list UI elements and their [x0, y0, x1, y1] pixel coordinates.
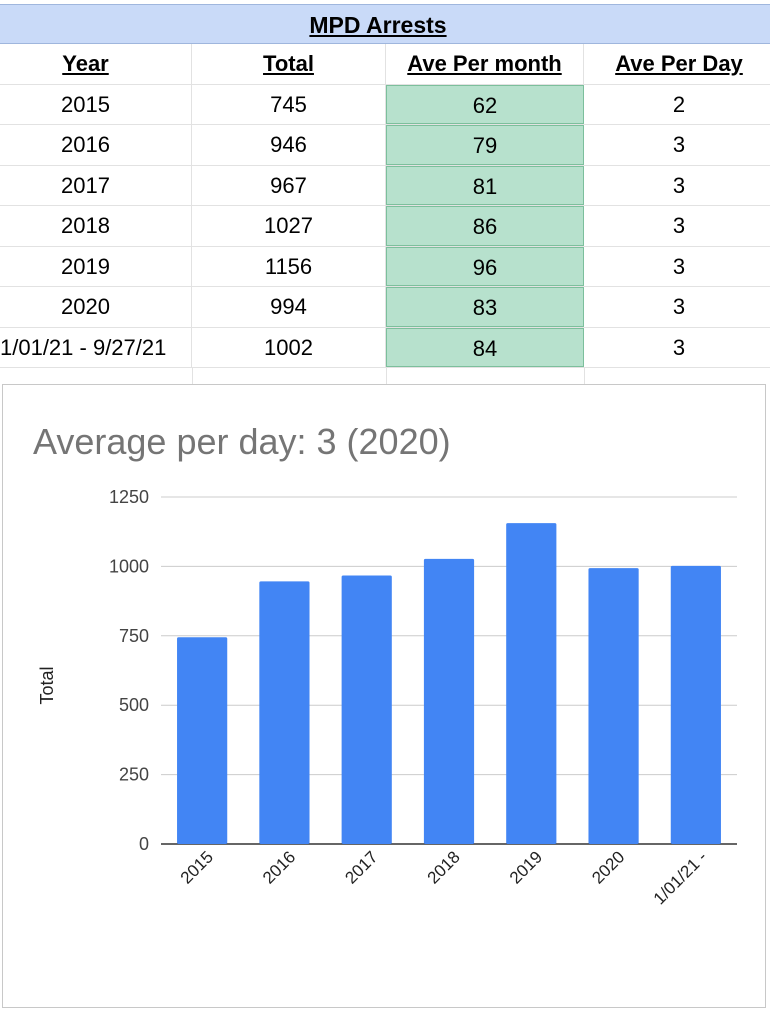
ave-per-day-cell[interactable]: 2: [672, 91, 686, 117]
ave-per-month-cell[interactable]: 83: [386, 287, 584, 327]
y-tick-label: 1000: [109, 556, 149, 576]
chart-container[interactable]: Average per day: 3 (2020) 0 250 500 750 1000…: [2, 384, 766, 1008]
year-cell[interactable]: 2020: [0, 287, 192, 327]
bar-chart: 0 250 500 750 1000 1250 Total 2015 2016 2017 2018 2…: [37, 487, 737, 908]
ave-per-month-cell[interactable]: 62: [386, 84, 584, 124]
ave-per-day-cell[interactable]: 3: [672, 213, 686, 238]
ave-per-day-cell[interactable]: 3: [672, 253, 686, 279]
ave-per-month-cell[interactable]: 86: [386, 206, 584, 246]
x-tick-label: 2019: [506, 847, 546, 887]
x-tick-label: 2020: [588, 847, 628, 887]
x-tick-label: 2017: [341, 847, 381, 887]
ave-per-day-cell[interactable]: 3: [672, 132, 686, 157]
y-tick-label: 250: [119, 765, 149, 785]
total-cell[interactable]: 1002: [192, 327, 386, 367]
x-tick-label: 2015: [177, 847, 217, 887]
spreadsheet: MPD Arrests Year Total Ave Per month Ave…: [0, 0, 770, 384]
total-cell[interactable]: 946: [192, 125, 386, 165]
year-cell[interactable]: 2015: [0, 84, 192, 124]
table-row: 2019 1156 96 3: [0, 246, 770, 287]
partial-row: [0, 368, 770, 384]
y-tick-label: 0: [139, 834, 149, 854]
table-title: MPD Arrests: [309, 12, 447, 38]
partial-cell[interactable]: [192, 368, 387, 384]
bar: [177, 637, 228, 844]
table-row: 2017 967 81 3: [0, 165, 770, 206]
table-row: 2016 946 79 3: [0, 125, 770, 166]
total-cell[interactable]: 1156: [192, 246, 386, 286]
ave-per-day-cell[interactable]: 3: [672, 294, 686, 319]
table-row: 2020 994 83 3: [0, 287, 770, 328]
table-row: 2015 745 62 2: [0, 84, 770, 125]
partial-cell[interactable]: [0, 368, 193, 384]
bar: [423, 558, 475, 844]
year-cell[interactable]: 2018: [0, 206, 192, 246]
ave-per-month-cell[interactable]: 79: [386, 125, 584, 165]
table-row: 2018 1027 86 3: [0, 206, 770, 247]
ave-per-month-cell[interactable]: 81: [386, 165, 584, 205]
bar: [670, 565, 721, 844]
bar: [341, 575, 392, 844]
bar: [259, 581, 310, 844]
chart-title: Average per day: 3 (2020): [33, 421, 451, 462]
ave-per-month-cell[interactable]: 84: [386, 327, 584, 367]
y-tick-label: 500: [119, 695, 149, 715]
data-grid: Year Total Ave Per month Ave Per Day 201…: [0, 44, 770, 368]
total-cell[interactable]: 994: [192, 287, 386, 327]
header-ave-per-month[interactable]: Ave Per month: [386, 44, 584, 84]
total-cell[interactable]: 1027: [192, 206, 386, 246]
total-cell[interactable]: 745: [192, 84, 386, 124]
ave-per-day-cell[interactable]: 3: [672, 172, 686, 198]
table-title-row[interactable]: MPD Arrests: [0, 4, 770, 44]
year-cell[interactable]: 2016: [0, 125, 192, 165]
header-row: Year Total Ave Per month Ave Per Day: [0, 44, 770, 85]
x-tick-label: 2016: [259, 847, 299, 887]
bar: [588, 568, 639, 844]
x-tick-label: 2018: [424, 847, 464, 887]
year-cell[interactable]: 1/01/21 - 9/27/21: [0, 327, 192, 367]
y-axis-label: Total: [37, 666, 57, 704]
year-cell[interactable]: 2017: [0, 165, 192, 205]
bar: [506, 523, 557, 844]
ave-per-month-cell[interactable]: 96: [386, 246, 584, 286]
ave-per-day-cell[interactable]: 3: [672, 334, 686, 360]
header-ave-per-day[interactable]: Ave Per Day: [615, 51, 743, 76]
table-row: 1/01/21 - 9/27/21 1002 84 3: [0, 327, 770, 368]
y-tick-label: 750: [119, 626, 149, 646]
header-year[interactable]: Year: [0, 44, 192, 84]
year-cell[interactable]: 2019: [0, 246, 192, 286]
total-cell[interactable]: 967: [192, 165, 386, 205]
y-tick-label: 1250: [109, 487, 149, 507]
header-total[interactable]: Total: [192, 44, 386, 84]
partial-cell[interactable]: [386, 368, 585, 384]
x-tick-label: 1/01/21 -: [650, 847, 711, 908]
